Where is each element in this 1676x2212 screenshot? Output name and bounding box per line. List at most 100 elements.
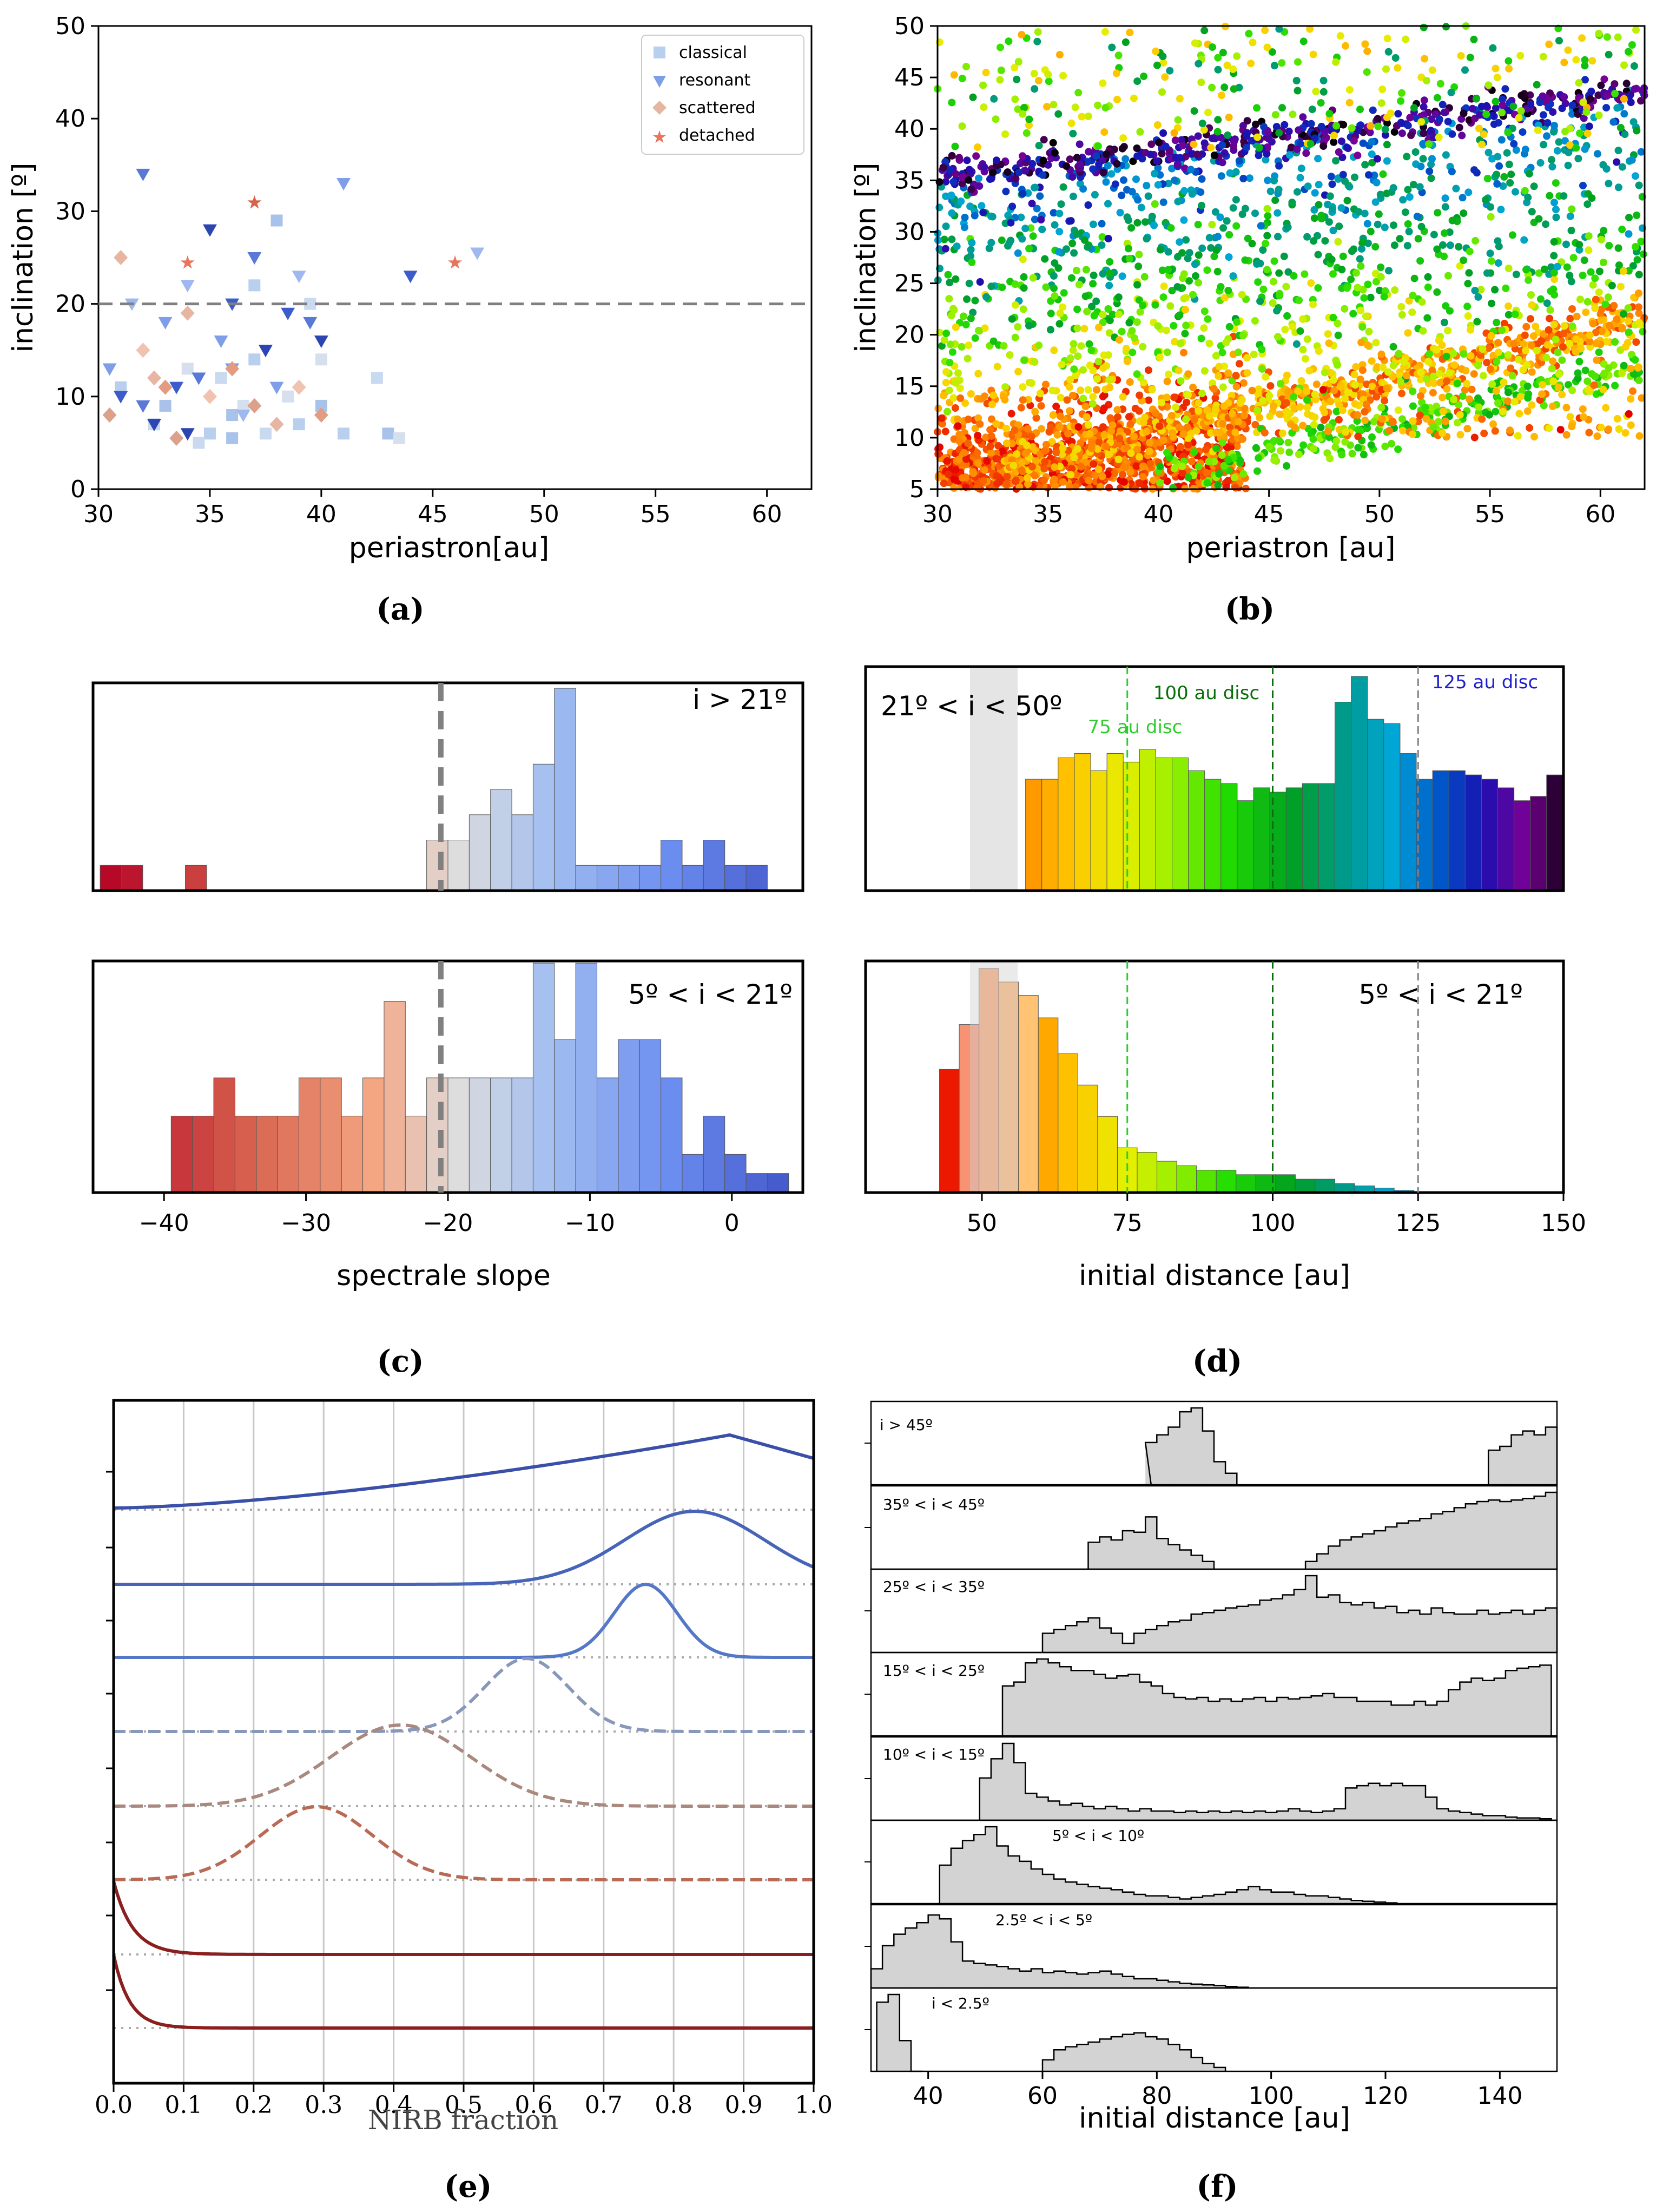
- panel-b-point: [1210, 253, 1218, 260]
- panel-b-point: [1052, 403, 1060, 411]
- panel-b-point: [1416, 257, 1424, 265]
- histogram-bar: [575, 963, 598, 1193]
- panel-b-point: [1575, 241, 1583, 249]
- panel-f-bar: [1397, 1523, 1409, 1569]
- panel-b-point: [1281, 326, 1289, 333]
- panel-b-point: [1466, 247, 1474, 255]
- panel-b-point: [1442, 151, 1450, 159]
- panel-b-point: [1394, 64, 1402, 72]
- panel-f-bar: [1242, 1812, 1255, 1820]
- panel-b-point: [1100, 404, 1108, 412]
- panel-b-point: [1325, 218, 1333, 226]
- panel-f-bar: [876, 2002, 889, 2071]
- panel-b-point: [1041, 447, 1049, 455]
- panel-b-point: [1018, 235, 1026, 243]
- panel-b-point: [1562, 431, 1571, 439]
- panel-b-point: [1494, 339, 1502, 347]
- panel-b-point: [1447, 88, 1455, 96]
- panel-b-point: [1317, 99, 1325, 107]
- panel-b-point: [1253, 406, 1262, 414]
- panel-b-point: [940, 235, 948, 243]
- histogram-bar: [256, 1116, 278, 1193]
- panel-b-point: [1370, 172, 1378, 179]
- panel-b-point: [1371, 243, 1380, 251]
- panel-b-point: [1176, 95, 1184, 103]
- panel-f-bar: [1168, 1622, 1180, 1653]
- panel-b-point: [1440, 252, 1448, 260]
- panel-b-point: [1077, 386, 1085, 394]
- panel-b-point: [1499, 101, 1507, 109]
- panel-b-point: [1427, 127, 1435, 135]
- panel-b-point: [1435, 337, 1443, 345]
- panel-f-bar: [1345, 1697, 1357, 1736]
- panel-b-point: [1362, 312, 1370, 320]
- panel-b-point: [1266, 187, 1275, 195]
- panel-b-point: [934, 472, 942, 480]
- panel-f-bar: [1145, 1895, 1157, 1904]
- panel-b-point: [1324, 427, 1332, 436]
- panel-b-point: [1215, 470, 1223, 478]
- panel-b-point: [1585, 386, 1593, 394]
- panel-b-point: [1611, 90, 1619, 97]
- panel-b-point: [1627, 421, 1635, 429]
- panel-f-bar: [1139, 1682, 1152, 1736]
- panel-b-point: [1028, 443, 1037, 451]
- panel-b-point: [983, 457, 991, 465]
- panel-b-point: [1099, 364, 1107, 372]
- panel-b-point: [1261, 429, 1269, 437]
- histogram-bar: [298, 1077, 321, 1193]
- panel-b-point: [1309, 300, 1317, 308]
- panel-b-point: [1634, 303, 1642, 311]
- panel-b-point: [1174, 116, 1182, 124]
- panel-b-point: [1332, 58, 1340, 66]
- panel-b-point: [1486, 365, 1494, 373]
- panel-b-point: [1597, 81, 1605, 89]
- panel-b-point: [1253, 467, 1261, 475]
- point-resonant: [147, 419, 161, 432]
- panel-f-bar: [1077, 1974, 1089, 1988]
- point-classical: [371, 372, 383, 384]
- panel-b-point: [986, 426, 994, 434]
- panel-b-point: [1550, 269, 1558, 276]
- panel-b-point: [1592, 339, 1600, 347]
- panel-b-point: [1020, 104, 1028, 111]
- panel-b-point: [1181, 330, 1189, 338]
- histogram-bar: [1038, 1017, 1059, 1193]
- panel-b-point: [1356, 376, 1364, 384]
- panel-b-point: [1277, 447, 1284, 455]
- panel-f-bar: [1179, 1983, 1192, 1988]
- panel-b-point: [1450, 361, 1459, 369]
- panel-b-point: [1258, 345, 1266, 353]
- panel-b-point: [1208, 83, 1216, 91]
- panel-b-point: [987, 432, 995, 440]
- panel-f-bar: [1134, 1633, 1146, 1653]
- panel-b-point: [1506, 426, 1514, 435]
- histogram-bar: [745, 1173, 768, 1193]
- panel-b-point: [1634, 289, 1642, 297]
- panel-f-bar: [1534, 1610, 1546, 1653]
- panel-b-point: [1305, 367, 1314, 375]
- panel-b-point: [1255, 454, 1263, 462]
- panel-b-point: [1212, 246, 1220, 254]
- point-resonant: [202, 224, 217, 237]
- panel-b-point: [1198, 201, 1206, 209]
- panel-b-point: [1470, 35, 1478, 43]
- panel-b-point: [1625, 328, 1633, 336]
- panel-b-point: [1099, 319, 1107, 326]
- panel-b-point: [1528, 401, 1536, 409]
- panel-b-point: [949, 394, 958, 402]
- panel-f-bar: [1442, 1511, 1455, 1569]
- panel-b-point: [1169, 484, 1177, 492]
- panel-d-xtick-label: 75: [1112, 1209, 1143, 1237]
- panel-b-point: [1583, 377, 1592, 385]
- panel-b-point: [1368, 383, 1376, 391]
- panel-b-point: [1079, 185, 1087, 193]
- panel-b-point: [1257, 222, 1265, 230]
- panel-b-ytick-label: 35: [894, 167, 925, 194]
- panel-b-point: [1354, 432, 1362, 440]
- panel-f-bar: [1511, 1610, 1523, 1653]
- panel-b-point: [1192, 272, 1199, 280]
- panel-b-point: [1200, 307, 1209, 315]
- panel-b-point: [1456, 262, 1464, 270]
- panel-f-bar: [899, 2040, 912, 2071]
